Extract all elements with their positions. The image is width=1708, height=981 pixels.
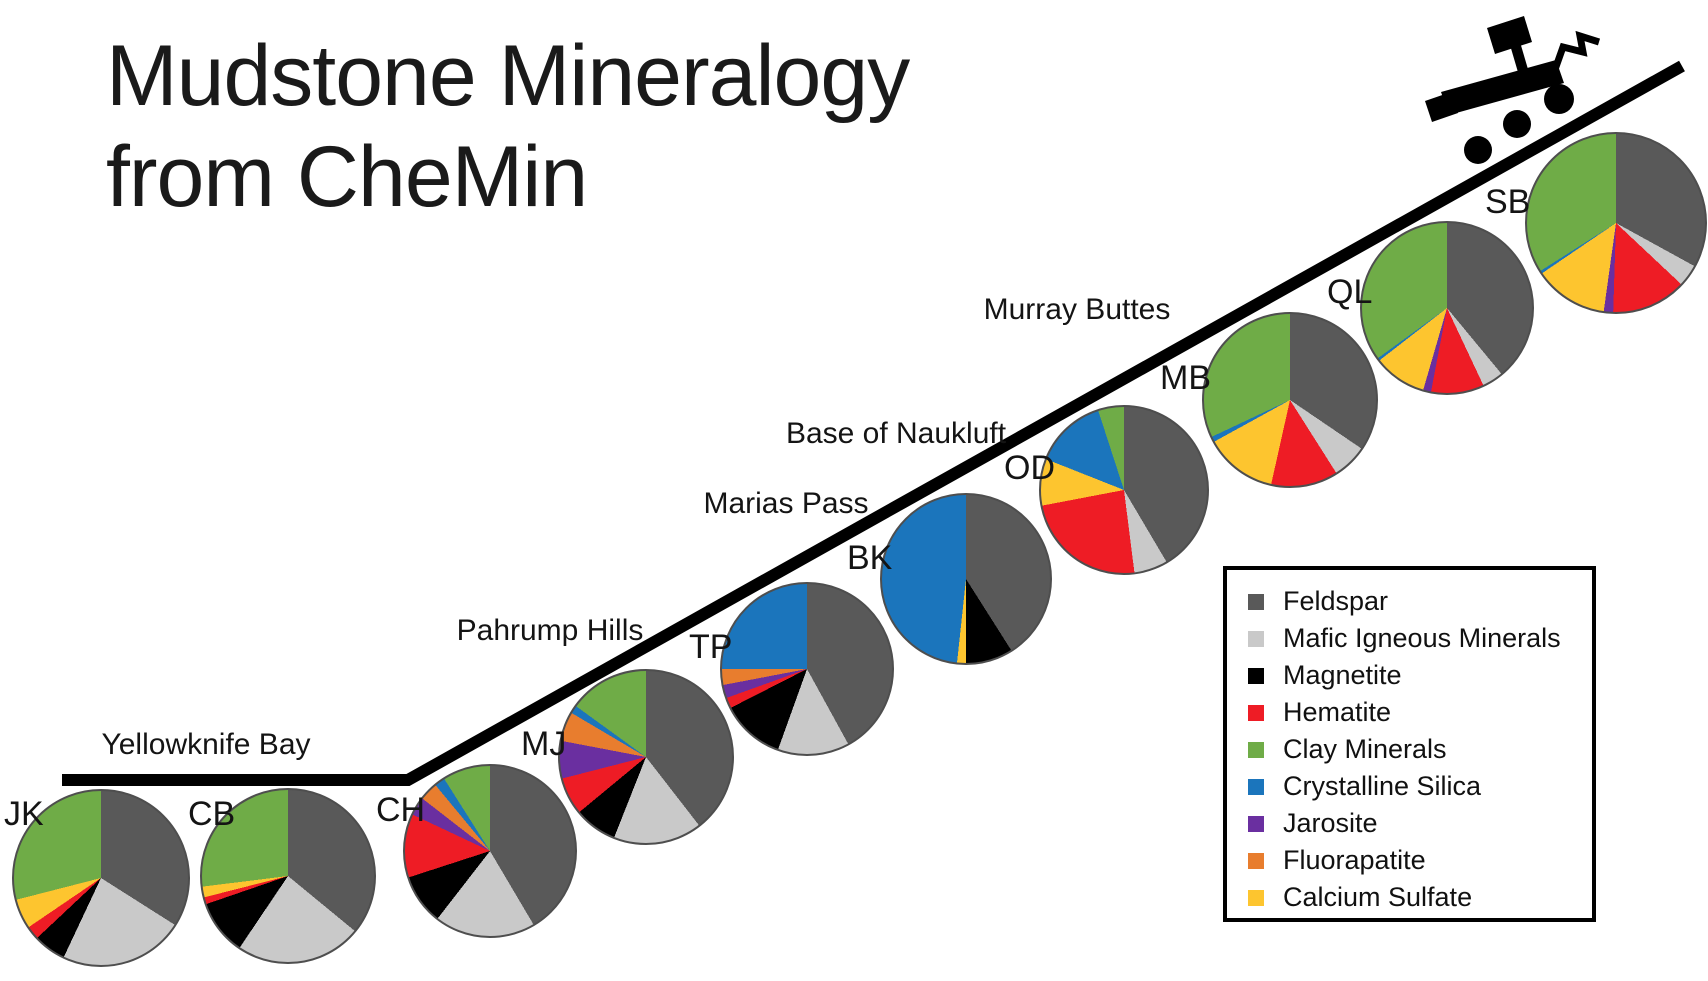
legend-row-crystalline-silica: Crystalline Silica: [1248, 768, 1592, 805]
legend-row-mafic-igneous-minerals: Mafic Igneous Minerals: [1248, 620, 1592, 657]
legend-label: Feldspar: [1283, 586, 1389, 616]
pie-code-SB: SB: [1485, 183, 1531, 221]
legend-swatch-icon: [1248, 667, 1264, 684]
pie-MJ: [558, 669, 734, 845]
site-label-murray-buttes: Murray Buttes: [983, 293, 1171, 326]
pie-MB: [1202, 312, 1378, 488]
legend-swatch-icon: [1248, 741, 1264, 758]
pie-code-QL: QL: [1327, 273, 1373, 311]
pie-QL: [1360, 221, 1534, 395]
chart-title-line1: Mudstone Mineralogy: [106, 28, 910, 124]
pie-code-CB: CB: [188, 795, 236, 833]
legend-label: Calcium Sulfate: [1283, 882, 1473, 912]
legend-label: Magnetite: [1283, 660, 1402, 690]
site-label-base-of-naukluft: Base of Naukluft: [785, 417, 1007, 450]
legend-swatch-icon: [1248, 852, 1264, 869]
pie-code-MB: MB: [1160, 359, 1211, 397]
chart-title-line2: from CheMin: [106, 129, 588, 225]
pie-BK: [880, 493, 1052, 665]
legend-swatch-icon: [1248, 704, 1264, 721]
legend-label: Jarosite: [1283, 808, 1378, 838]
pie-CH: [403, 764, 577, 938]
pie-code-OD: OD: [1004, 449, 1055, 487]
legend-row-feldspar: Feldspar: [1248, 583, 1592, 620]
legend-label: Mafic Igneous Minerals: [1283, 623, 1561, 653]
legend-swatch-icon: [1248, 889, 1264, 906]
chart-title: Mudstone Mineralogy from CheMin: [106, 26, 910, 228]
pie-CB: [200, 788, 376, 964]
legend-row-fluorapatite: Fluorapatite: [1248, 842, 1592, 879]
legend-label: Hematite: [1283, 697, 1392, 727]
legend-label: Fluorapatite: [1283, 845, 1426, 875]
site-label-yellowknife-bay: Yellowknife Bay: [101, 728, 311, 761]
site-label-marias-pass: Marias Pass: [703, 487, 869, 520]
legend-row-magnetite: Magnetite: [1248, 657, 1592, 694]
legend-row-jarosite: Jarosite: [1248, 805, 1592, 842]
legend-row-hematite: Hematite: [1248, 694, 1592, 731]
pie-code-CH: CH: [376, 791, 426, 829]
legend-row-clay-minerals: Clay Minerals: [1248, 731, 1592, 768]
pie-OD: [1039, 405, 1209, 575]
legend-swatch-icon: [1248, 630, 1264, 647]
legend-swatch-icon: [1248, 593, 1264, 610]
legend-row-calcium-sulfate: Calcium Sulfate: [1248, 879, 1592, 916]
pie-JK: [12, 789, 190, 967]
legend-label: Crystalline Silica: [1283, 771, 1482, 801]
slope-line: [62, 60, 1685, 786]
rover-icon: [1425, 16, 1601, 164]
pie-code-MJ: MJ: [521, 725, 567, 763]
pie-code-TP: TP: [689, 628, 733, 666]
pie-code-JK: JK: [4, 795, 44, 833]
pie-SB: [1525, 132, 1707, 314]
pie-TP: [720, 582, 894, 756]
legend-box: Feldspar Mafic Igneous Minerals Magnetite H…: [1223, 566, 1596, 922]
legend-swatch-icon: [1248, 778, 1264, 795]
pie-code-BK: BK: [847, 539, 893, 577]
site-label-pahrump-hills: Pahrump Hills: [456, 614, 644, 647]
legend-swatch-icon: [1248, 815, 1264, 832]
legend-label: Clay Minerals: [1283, 734, 1447, 764]
